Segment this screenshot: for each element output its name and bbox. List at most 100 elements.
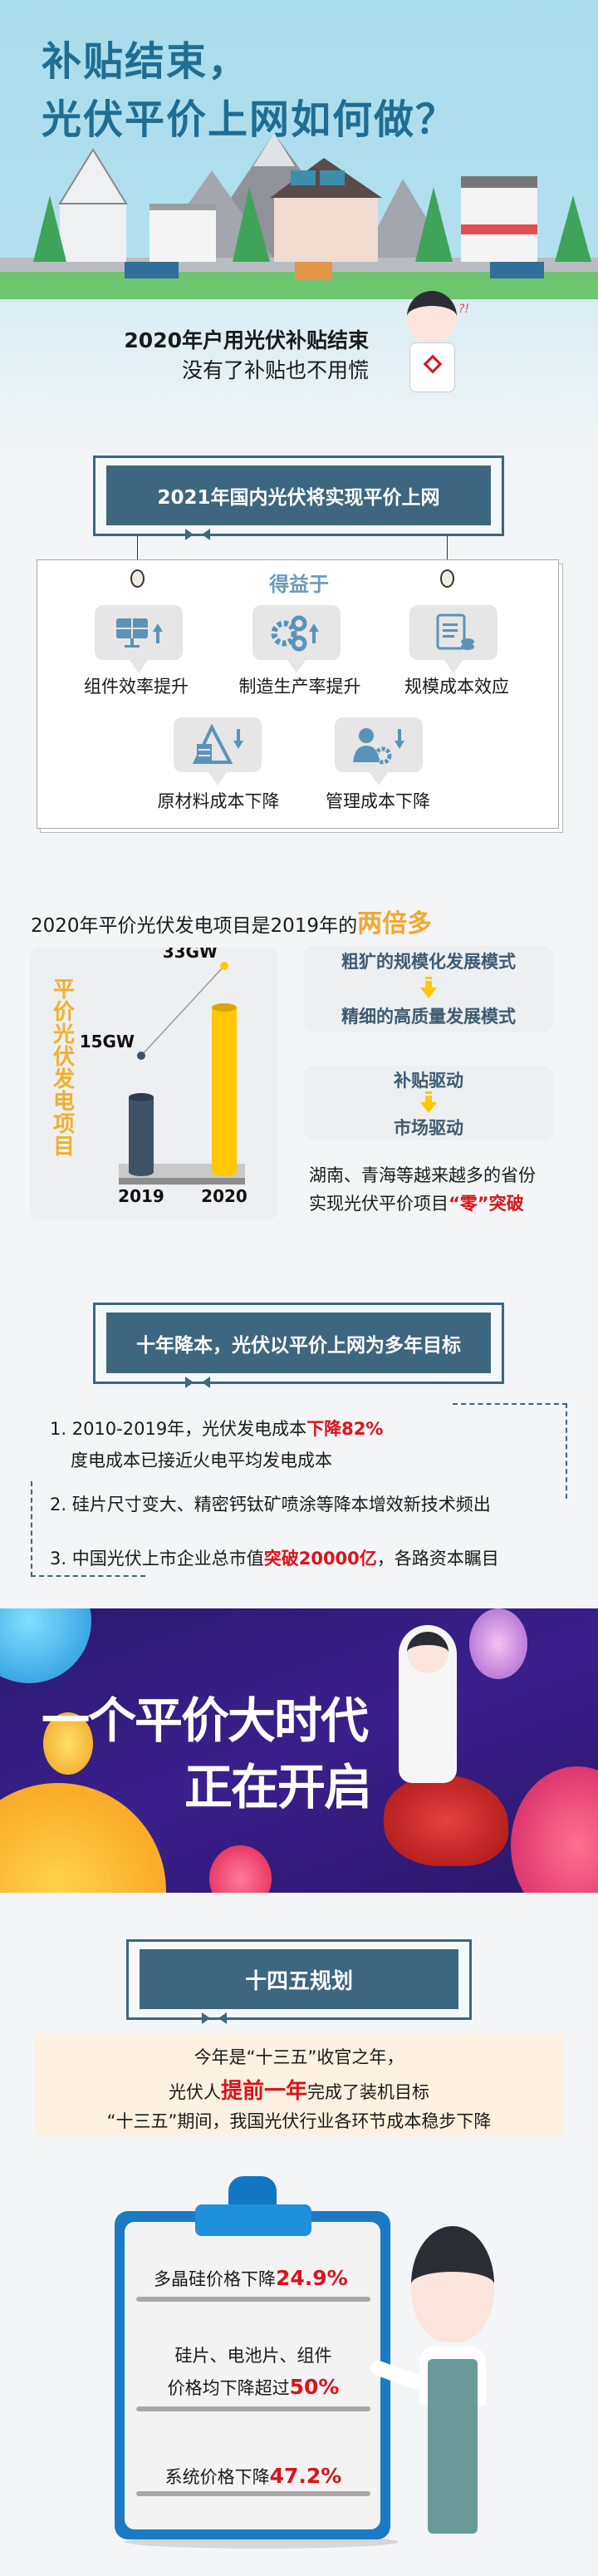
banner-line1: 一个平价大时代	[42, 1692, 369, 1749]
province-note-highlight: “零”突破	[448, 1194, 524, 1214]
manager-down-icon	[353, 728, 404, 765]
connector-dot	[130, 569, 145, 588]
arrow-right-icon	[185, 1377, 194, 1388]
divider	[136, 2406, 370, 2411]
parity-header: 2021年国内光伏将实现平价上网	[93, 456, 504, 540]
decade-item-3: 3. 中国光伏上市企业总市值突破20000亿，各路资本瞩目	[50, 1545, 499, 1570]
clip-item-1: 多晶硅价格下降24.9%	[154, 2266, 348, 2291]
dashed-frame-bottom	[31, 1481, 145, 1577]
trend-line	[140, 965, 225, 1057]
hero-title-line2: 光伏平价上网如何做？	[42, 96, 458, 143]
decade-item-3-text: 3. 中国光伏上市企业总市值	[50, 1549, 264, 1569]
invoice-coins-icon	[436, 613, 474, 650]
decade-item-2: 2. 硅片尺寸变大、精密钙钛矿喷涂等降本增效新技术频出	[50, 1495, 491, 1515]
decade-item-1: 1. 2010-2019年，光伏发电成本下降82%	[50, 1416, 383, 1441]
data-point-2019	[137, 1052, 145, 1060]
bar-base-2020	[212, 1168, 237, 1176]
clip-item-1-text: 多晶硅价格下降	[154, 2269, 276, 2289]
solar-panel-up-icon	[116, 618, 163, 648]
decade-item-1-sub: 度电成本已接近火电平均发电成本	[71, 1451, 332, 1470]
province-note-line1: 湖南、青海等越来越多的省份	[309, 1165, 536, 1185]
materials-down-icon	[192, 724, 243, 764]
bar-chart: 2019 2020 15GW 33GW	[80, 948, 248, 1206]
clipboard-clip-knob	[228, 2176, 277, 2209]
benefit-label: 管理成本下降	[326, 791, 430, 811]
benefit-label: 原材料成本下降	[157, 791, 280, 811]
clip-item-2-text: 价格均下降超过	[167, 2378, 290, 2398]
growth-headline: 2020年平价光伏发电项目是2019年的两倍多	[31, 903, 432, 939]
decade-header: 十年降本，光伏以平价上网为多年目标	[93, 1303, 504, 1388]
plan-line3: “十三五”期间，我国光伏行业各环节成本稳步下降	[106, 2111, 492, 2131]
bar-cap-2020	[212, 1003, 237, 1012]
data-label-2019: 15GW	[80, 1032, 135, 1052]
plan-line2-highlight: 提前一年	[220, 2079, 307, 2104]
arrow-right-icon	[185, 529, 194, 540]
astronaut-illustration	[399, 1625, 457, 1783]
bar-base-2019	[129, 1168, 154, 1176]
mode-to: 精细的高质量发展模式	[341, 1007, 516, 1027]
tick-label-2019: 2019	[118, 1186, 164, 1206]
clipboard	[115, 2211, 390, 2539]
province-note-line2: 实现光伏平价项目“零”突破	[309, 1190, 524, 1215]
hero-title-line1: 补贴结束，	[42, 38, 250, 85]
plan-header-text: 十四五规划	[140, 1949, 458, 2009]
decade-item-3-suffix: ，各路资本瞩目	[376, 1549, 499, 1569]
arrow-left-icon	[202, 529, 210, 540]
clip-item-1-value: 24.9%	[276, 2266, 348, 2290]
planet-violet	[469, 1608, 527, 1679]
connector-dot	[440, 569, 454, 588]
growth-headline-highlight: 两倍多	[357, 909, 433, 938]
bar-cap-2019	[129, 1093, 154, 1101]
parity-header-text: 2021年国内光伏将实现平价上网	[106, 465, 491, 525]
clip-item-3-value: 47.2%	[269, 2464, 342, 2488]
drive-to: 市场驱动	[394, 1118, 463, 1138]
arrow-right-icon	[202, 2012, 210, 2024]
mode-from: 粗犷的规模化发展模式	[341, 952, 516, 972]
divider	[136, 2297, 370, 2302]
data-point-2020	[220, 962, 228, 970]
benefit-label: 制造生产率提升	[238, 677, 361, 697]
chart-title: 平价光伏发电项目	[53, 978, 76, 1160]
connector-line	[137, 536, 138, 571]
plan-summary-box: 今年是“十三五”收官之年， 光伏人提前一年完成了装机目标 “十三五”期间，我国光…	[35, 2034, 563, 2136]
benefit-card	[174, 717, 262, 786]
benefit-title: 得益于	[269, 573, 329, 596]
benefit-card	[409, 605, 498, 673]
clipboard-paper	[125, 2222, 380, 2529]
winking-boy-illustration	[368, 2226, 515, 2542]
arrow-left-icon	[218, 2012, 227, 2024]
confused-boy-illustration: ?!	[397, 291, 472, 395]
decade-item-1-text: 1. 2010-2019年，光伏发电成本	[50, 1419, 307, 1439]
plan-line2-text: 光伏人	[168, 2082, 221, 2102]
clip-item-2-line2: 价格均下降超过50%	[136, 2375, 370, 2400]
bar-2020	[212, 1007, 237, 1172]
connector-line	[447, 536, 448, 571]
benefit-card	[95, 605, 183, 673]
planet-blue	[0, 1608, 91, 1683]
space-banner: 一个平价大时代 正在开启	[0, 1608, 598, 1893]
clip-item-2-value: 50%	[289, 2375, 340, 2399]
clipboard-clip	[195, 2204, 311, 2236]
growth-headline-text: 2020年平价光伏发电项目是2019年的	[31, 915, 358, 937]
rocket-illustration	[384, 1775, 508, 1866]
clip-item-3: 系统价格下降47.2%	[136, 2464, 370, 2489]
planet-pink	[209, 1845, 272, 1893]
tick-label-2020: 2020	[201, 1186, 248, 1206]
benefit-card	[252, 605, 341, 673]
divider	[136, 2491, 370, 2496]
plan-header: 十四五规划	[126, 1939, 472, 2024]
hero-caption: 没有了补贴也不用慌	[181, 358, 369, 382]
benefit-card	[335, 717, 423, 786]
clip-item-3-text: 系统价格下降	[164, 2467, 270, 2487]
gears-up-icon	[271, 615, 319, 652]
planet-gold	[43, 1712, 93, 1775]
plan-line2-suffix: 完成了装机目标	[307, 2082, 429, 2102]
benefit-label: 组件效率提升	[84, 677, 189, 697]
planet-red	[511, 1766, 598, 1893]
province-note-text: 实现光伏平价项目	[309, 1194, 448, 1214]
arrow-down-icon	[420, 977, 437, 998]
clip-item-2-line1: 硅片、电池片、组件	[174, 2346, 332, 2366]
plan-line1: 今年是“十三五”收官之年，	[194, 2047, 404, 2067]
plan-line2: 光伏人提前一年完成了装机目标	[35, 2074, 563, 2105]
bar-2019	[129, 1097, 154, 1172]
